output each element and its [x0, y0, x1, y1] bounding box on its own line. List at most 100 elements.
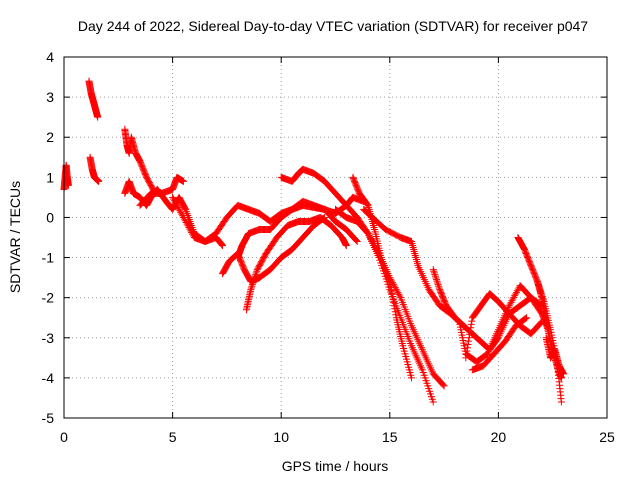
- data-point: [429, 398, 437, 406]
- data-point: [182, 218, 190, 226]
- data-point: [389, 293, 397, 301]
- data-point: [440, 382, 448, 390]
- data-point: [176, 207, 184, 215]
- data-point: [395, 290, 403, 298]
- series-s10: [242, 213, 350, 314]
- data-point: [466, 330, 474, 338]
- data-point: [391, 308, 399, 316]
- data-point: [250, 277, 258, 285]
- series-s14: [360, 205, 463, 326]
- data-point: [247, 286, 255, 294]
- data-point: [183, 220, 191, 228]
- y-tick-label: 2: [46, 129, 54, 145]
- data-point: [187, 227, 195, 235]
- data-point: [434, 281, 442, 289]
- data-point: [462, 354, 470, 362]
- data-point: [179, 212, 187, 220]
- y-tick-label: 1: [46, 169, 54, 185]
- data-point: [513, 288, 520, 296]
- data-point: [251, 274, 259, 282]
- data-point: [387, 287, 395, 295]
- data-point: [217, 240, 225, 248]
- data-point: [367, 235, 375, 243]
- data-point: [513, 287, 521, 295]
- data-point: [523, 314, 531, 322]
- data-point: [251, 272, 259, 280]
- x-tick-label: 10: [273, 429, 289, 445]
- data-point: [180, 215, 188, 223]
- data-point: [186, 225, 194, 233]
- y-tick-label: -5: [42, 410, 55, 426]
- data-point: [170, 195, 178, 203]
- chart-title: Day 244 of 2022, Sidereal Day-to-day VTE…: [78, 18, 588, 34]
- data-point: [386, 281, 394, 289]
- data-point: [365, 231, 373, 239]
- y-tick-label: 0: [46, 209, 54, 225]
- data-point: [396, 292, 404, 300]
- data-point: [467, 324, 475, 332]
- data-point: [252, 271, 260, 279]
- x-tick-label: 20: [491, 429, 507, 445]
- data-point: [253, 267, 261, 275]
- data-point: [179, 213, 187, 221]
- data-point: [366, 233, 374, 241]
- data-point: [509, 295, 517, 303]
- data-point: [342, 242, 350, 250]
- series-s9: [234, 197, 361, 262]
- data-point: [512, 290, 520, 298]
- data-point: [392, 311, 400, 319]
- series-s1: [60, 161, 72, 193]
- plot-frame: [63, 56, 608, 419]
- y-tick-label: 3: [46, 89, 54, 105]
- data-point: [252, 269, 260, 277]
- y-tick-label: 4: [46, 49, 54, 65]
- data-point: [522, 314, 530, 322]
- data-point: [508, 297, 516, 305]
- data-point: [464, 340, 472, 348]
- x-tick-label: 5: [169, 429, 177, 445]
- data-point: [506, 300, 514, 308]
- data-point: [169, 193, 177, 201]
- data-point: [370, 241, 378, 249]
- data-point: [390, 302, 398, 310]
- data-point: [185, 223, 193, 231]
- data-point: [369, 238, 377, 246]
- x-tick-label: 0: [60, 429, 68, 445]
- data-point: [368, 236, 376, 244]
- data-point: [173, 202, 181, 210]
- series-s17: [462, 290, 546, 362]
- data-point: [465, 337, 473, 345]
- data-point: [249, 279, 257, 287]
- series-s11: [277, 165, 437, 406]
- series-s13: [349, 173, 416, 382]
- data-point: [218, 241, 226, 249]
- data-point: [429, 266, 437, 274]
- data-point: [432, 276, 440, 284]
- data-point: [352, 237, 360, 245]
- data-point: [363, 200, 371, 208]
- data-point: [390, 299, 398, 307]
- data-point: [431, 271, 439, 279]
- data-point: [386, 278, 394, 286]
- data-point: [172, 200, 180, 208]
- data-point: [94, 113, 102, 121]
- data-point: [510, 293, 518, 301]
- data-point: [390, 282, 398, 290]
- y-tick-label: -4: [42, 370, 55, 386]
- data-point: [537, 319, 545, 327]
- data-point: [557, 374, 565, 382]
- data-point: [388, 290, 396, 298]
- series-s6: [136, 173, 187, 209]
- data-point: [435, 282, 443, 290]
- data-point: [430, 267, 438, 275]
- data-point: [463, 344, 471, 352]
- data-point: [189, 230, 197, 238]
- data-point: [433, 277, 441, 285]
- data-point: [219, 242, 227, 250]
- y-tick-label: -3: [42, 330, 55, 346]
- x-tick-label: 25: [599, 429, 615, 445]
- data-point: [465, 334, 473, 342]
- series-s4: [121, 125, 159, 197]
- series-s21: [542, 334, 568, 378]
- data-point: [247, 284, 255, 292]
